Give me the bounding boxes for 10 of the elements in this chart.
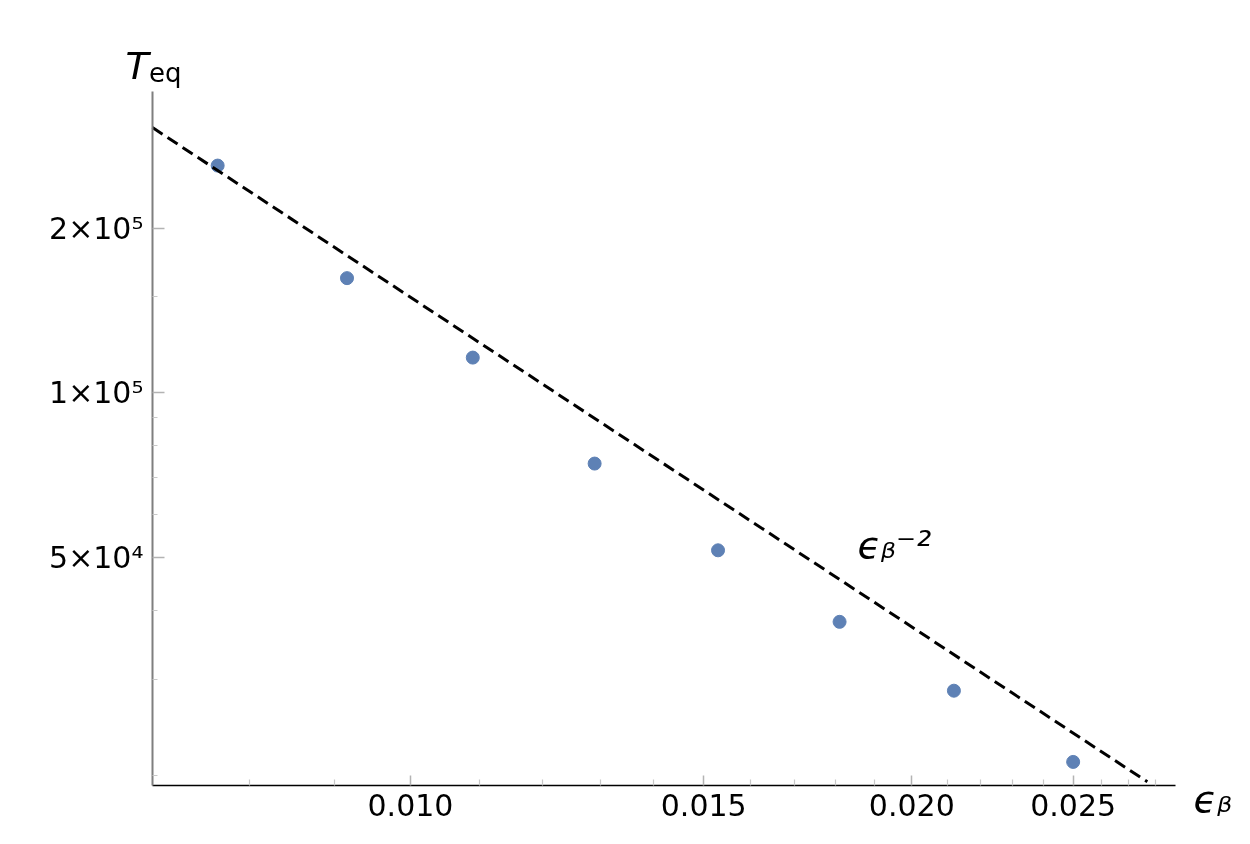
x-axis-title: ϵᵦ [1193, 776, 1233, 821]
annotation: ϵᵦ⁻² [857, 522, 932, 567]
x-tick-label: 0.015 [660, 787, 747, 823]
x-tick-label: 0.020 [868, 787, 955, 823]
y-tick-label: 5×10⁴ [49, 540, 144, 576]
y-tick-label: 2×10⁵ [49, 210, 144, 246]
x-tick-label: 0.025 [1030, 787, 1117, 823]
x-tick-label: 0.010 [367, 787, 454, 823]
y-tick-label: 1×10⁵ [49, 375, 144, 411]
y-axis-title: Teq [125, 43, 182, 89]
